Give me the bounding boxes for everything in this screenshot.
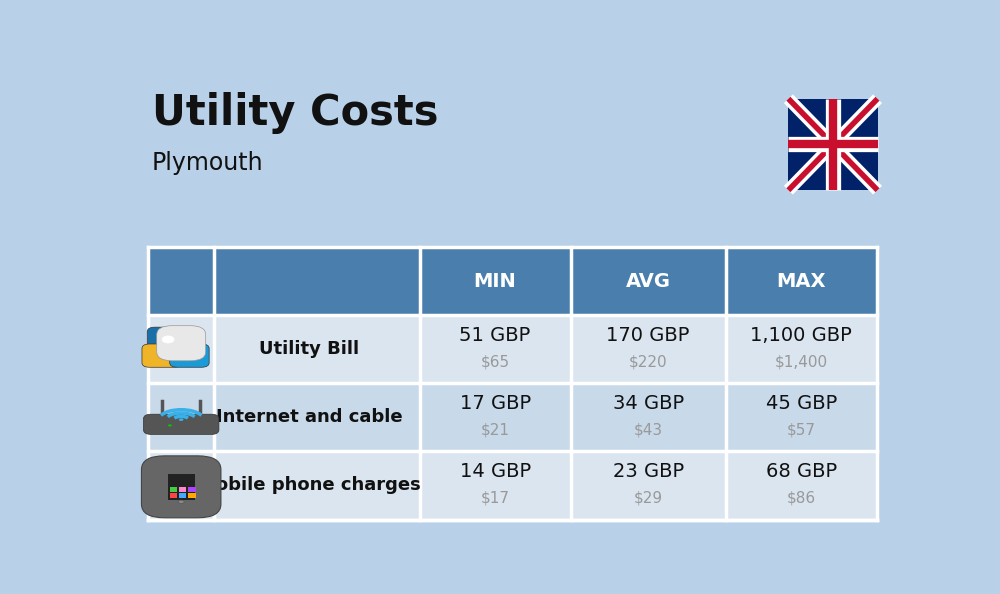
Text: 51 GBP: 51 GBP [459,326,531,345]
Text: $21: $21 [481,423,510,438]
Text: MIN: MIN [474,272,516,291]
Text: 17 GBP: 17 GBP [460,394,531,413]
Circle shape [162,336,174,343]
Bar [179,494,186,498]
Text: 170 GBP: 170 GBP [606,326,690,345]
Bar [788,99,878,190]
Text: $43: $43 [634,423,663,438]
Bar [148,247,877,315]
Text: 45 GBP: 45 GBP [766,394,837,413]
FancyBboxPatch shape [147,327,189,352]
Text: $220: $220 [629,355,667,369]
Text: Internet and cable: Internet and cable [216,409,402,426]
Bar [179,487,186,492]
Text: Utility Bill: Utility Bill [259,340,359,358]
FancyBboxPatch shape [170,344,209,367]
FancyBboxPatch shape [141,456,221,518]
Bar [148,384,877,451]
Bar [148,451,877,520]
Bar [148,315,877,384]
Text: $1,400: $1,400 [775,355,828,369]
Circle shape [178,500,184,504]
FancyBboxPatch shape [143,414,219,434]
Text: Mobile phone charges: Mobile phone charges [198,476,420,494]
Text: $65: $65 [480,355,510,369]
FancyBboxPatch shape [157,326,206,361]
Bar [188,494,196,498]
Text: 23 GBP: 23 GBP [613,462,684,481]
Text: 68 GBP: 68 GBP [766,462,837,481]
Text: 14 GBP: 14 GBP [460,462,531,481]
Bar [168,474,195,500]
Bar [788,99,878,190]
Circle shape [179,418,183,421]
Bar [170,487,177,492]
Bar [170,494,177,498]
Bar [188,487,196,492]
Circle shape [168,424,172,426]
Text: AVG: AVG [626,272,671,291]
FancyBboxPatch shape [142,344,181,367]
Text: MAX: MAX [776,272,826,291]
Text: Plymouth: Plymouth [152,151,264,175]
Text: Utility Costs: Utility Costs [152,92,439,134]
Text: 1,100 GBP: 1,100 GBP [750,326,852,345]
Text: $17: $17 [481,491,510,506]
Text: 34 GBP: 34 GBP [613,394,684,413]
Text: $86: $86 [787,491,816,506]
Text: $29: $29 [634,491,663,506]
Text: $57: $57 [787,423,816,438]
